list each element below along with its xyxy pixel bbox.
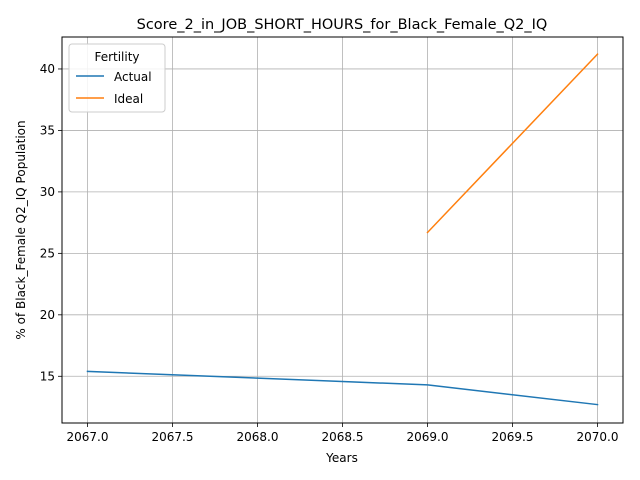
x-tick-label: 2070.0 — [577, 430, 619, 444]
legend-label-actual: Actual — [114, 70, 152, 84]
legend-title: Fertility — [94, 50, 139, 64]
series-line-actual — [86, 370, 599, 406]
x-tick-label: 2068.0 — [237, 430, 279, 444]
x-tick-label: 2067.0 — [67, 430, 109, 444]
x-tick-label: 2068.5 — [322, 430, 364, 444]
y-tick-label: 15 — [40, 369, 55, 383]
chart-title: Score_2_in_JOB_SHORT_HOURS_for_Black_Fem… — [137, 17, 548, 33]
legend: Fertility Actual Ideal — [68, 43, 166, 113]
y-tick-label: 40 — [40, 62, 55, 76]
y-axis-ticks: 15 20 25 30 35 40 — [40, 62, 62, 383]
plot-series — [86, 53, 599, 406]
y-axis-label: % of Black_Female Q2_IQ Population — [14, 120, 28, 339]
grid-lines — [62, 37, 623, 423]
y-tick-label: 30 — [40, 185, 55, 199]
x-tick-label: 2067.5 — [152, 430, 194, 444]
y-tick-label: 35 — [40, 123, 55, 137]
x-axis-ticks: 2067.0 2067.5 2068.0 2068.5 2069.0 2069.5 2070… — [67, 423, 619, 444]
x-tick-label: 2069.5 — [492, 430, 534, 444]
legend-box — [68, 43, 166, 113]
series-line-ideal — [426, 53, 599, 234]
x-tick-label: 2069.0 — [407, 430, 449, 444]
y-tick-label: 25 — [40, 246, 55, 260]
legend-label-ideal: Ideal — [114, 92, 143, 106]
x-axis-label: Years — [325, 451, 358, 465]
y-tick-label: 20 — [40, 308, 55, 322]
